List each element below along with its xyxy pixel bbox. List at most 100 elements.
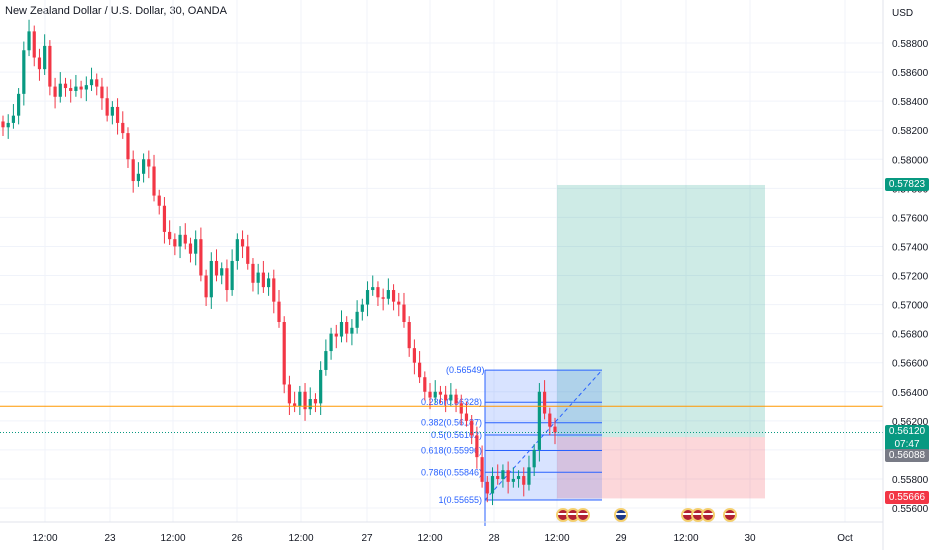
countdown-timer: 07:47 [894,439,920,451]
us-flag-icon [681,508,695,522]
us-flag-icon [556,508,570,522]
candle-body [480,457,484,482]
us-flag-icon [701,508,715,522]
x-tick-label: 29 [615,533,627,544]
candle-body [272,278,276,302]
candle-body [313,399,318,404]
candle-body [266,278,271,288]
candle-body [293,403,297,407]
candle-body [516,476,521,479]
candle-body [209,260,213,298]
candle-body [1,121,5,128]
candle-body [152,166,156,196]
candle-body [256,272,260,283]
candle-body [74,86,78,91]
y-tick-label: 0.57600 [892,213,929,224]
candle-body [105,98,109,116]
candle-body [542,391,547,414]
y-tick-label: 0.56800 [892,330,929,341]
x-tick-label: 12:00 [544,533,569,544]
candle-body [58,83,62,97]
candle-body [397,301,401,305]
candle-body [329,333,333,352]
fib-level-label: 0.786(0.55846) [421,467,482,477]
candle-body [53,86,57,97]
x-tick-label: 30 [744,533,756,544]
candle-body [496,476,500,479]
candle-body [11,115,16,123]
candle-body [428,391,432,398]
candle-body [548,413,552,427]
candle-body [339,322,344,337]
candle-body [522,476,526,485]
x-tick-label: 12:00 [673,533,698,544]
fib-level-label: 0.618(0.55996) [421,445,482,455]
candle-body [183,234,187,244]
price-badge: 0.56088 [885,449,929,463]
price-badge-value: 0.57823 [888,178,926,190]
candle-body [490,476,495,494]
candle-body [235,239,239,261]
fib-top-label: (0.56549) [446,365,485,375]
candle-body [324,351,328,370]
us-flag-icon [691,508,705,522]
candle-body [506,470,510,482]
candle-body [365,290,370,305]
candle-body [433,391,437,398]
loss-zone [557,437,765,499]
y-tick-label: 0.58200 [892,126,929,137]
candle-body [282,322,286,385]
candle-body [142,159,146,174]
candle-body [251,263,255,283]
candle-body [423,377,427,392]
candle-body [225,268,229,291]
candle-body [63,83,68,89]
y-tick-label: 0.55600 [892,504,929,515]
candle-body [110,106,114,116]
candle-body [449,394,453,401]
candle-body [459,403,463,414]
x-tick-label: 12:00 [288,533,313,544]
candle-body [371,287,375,291]
candle-body [527,467,531,485]
candle-body [287,384,292,404]
candle-body [246,246,250,264]
x-tick-label: 28 [488,533,500,544]
x-tick-label: 27 [361,533,373,544]
candle-body [32,31,36,58]
us-flag-icon [723,508,737,522]
candle-body [391,290,396,302]
y-tick-label: 0.58400 [892,97,929,108]
candle-body [6,122,10,128]
y-tick-label: 0.56200 [892,417,929,428]
candle-body [464,413,469,421]
candle-body [115,106,120,123]
candle-body [537,391,541,450]
price-badge: 0.57823 [885,177,929,191]
candle-body [303,391,307,410]
candle-body [412,348,416,363]
candle-body [381,297,385,299]
price-badge-value: 0.55666 [888,492,926,504]
candle-body [147,159,151,167]
candle-body [204,275,208,298]
y-tick-label: 0.56400 [892,388,929,399]
x-tick-label: Oct [837,533,853,544]
candle-body [95,79,99,87]
candle-body [37,57,42,70]
candle-body [240,239,245,247]
fib-level-label: 0.236(0.56328) [421,397,482,407]
candle-body [532,449,536,468]
candle-body [188,243,193,254]
candle-body [27,31,31,51]
candle-body [22,50,26,94]
candle-body [511,478,515,482]
x-tick-label: 26 [231,533,243,544]
y-tick-label: 0.56600 [892,359,929,370]
candle-body [261,272,265,288]
us-flag-icon [566,508,580,522]
candle-body [157,195,161,206]
fib-level-label: 0.5(0.56102) [431,430,482,440]
x-tick-label: 12:00 [160,533,185,544]
